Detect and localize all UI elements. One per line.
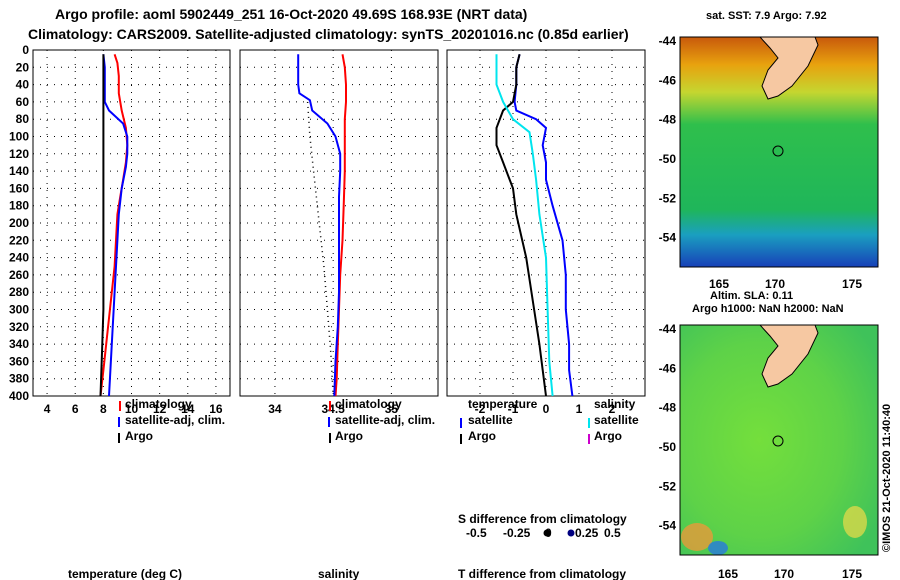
series-argo xyxy=(99,54,105,397)
figure-title-line1: Argo profile: aoml 5902449_251 16-Oct-20… xyxy=(55,6,528,22)
x-tick-label: 6 xyxy=(72,402,79,416)
sla-map-title: Altim. SLA: 0.11 xyxy=(710,290,794,302)
x-tick-label: 14 xyxy=(181,402,195,416)
x-tick-label: -1 xyxy=(508,402,519,416)
series-satellite-adj-clim- xyxy=(297,54,342,397)
depth-tick-label: 240 xyxy=(9,251,29,265)
x-tick-label: 4 xyxy=(44,402,51,416)
depth-tick-label: 380 xyxy=(9,372,29,386)
depth-tick-label: 260 xyxy=(9,268,29,282)
depth-tick-label: 340 xyxy=(9,337,29,351)
series-s-satellite xyxy=(495,54,554,397)
series-t-satellite xyxy=(513,54,574,397)
x-tick-label: 12 xyxy=(153,402,167,416)
depth-tick-label: 120 xyxy=(9,147,29,161)
depth-tick-label: 280 xyxy=(9,285,29,299)
depth-tick-label: 160 xyxy=(9,181,29,195)
x-tick-label: 2 xyxy=(609,402,616,416)
depth-tick-label: 180 xyxy=(9,199,29,213)
depth-tick-label: 0 xyxy=(22,43,29,57)
sst-map-title: sat. SST: 7.9 Argo: 7.92 xyxy=(706,10,827,22)
x-tick-label: 1 xyxy=(576,402,583,416)
depth-tick-label: 100 xyxy=(9,130,29,144)
series-t-argo xyxy=(495,54,547,397)
x-tick-label: 8 xyxy=(100,402,107,416)
x-tick-label: 10 xyxy=(125,402,139,416)
depth-tick-label: 400 xyxy=(9,389,29,403)
x-tick-label: 0 xyxy=(543,402,550,416)
depth-tick-label: 320 xyxy=(9,320,29,334)
depth-tick-label: 140 xyxy=(9,164,29,178)
sla-map-subtitle: Argo h1000: NaN h2000: NaN xyxy=(692,303,844,315)
depth-tick-label: 220 xyxy=(9,233,29,247)
x-tick-label: 35 xyxy=(385,402,399,416)
depth-tick-label: 60 xyxy=(16,95,30,109)
difference-xlabel: T difference from climatology xyxy=(458,567,626,580)
depth-tick-label: 200 xyxy=(9,216,29,230)
x-tick-label: -2 xyxy=(475,402,486,416)
series-satellite-adj-clim- xyxy=(102,54,129,397)
depth-tick-label: 40 xyxy=(16,78,30,92)
depth-tick-label: 80 xyxy=(16,112,30,126)
depth-tick-label: 360 xyxy=(9,354,29,368)
x-tick-label: 34.5 xyxy=(321,402,345,416)
x-tick-label: 34 xyxy=(268,402,282,416)
salinity-xlabel: salinity xyxy=(318,567,360,580)
depth-tick-label: 300 xyxy=(9,303,29,317)
temperature-xlabel: temperature (deg C) xyxy=(68,567,182,580)
x-tick-label: 16 xyxy=(209,402,223,416)
figure-title-line2: Climatology: CARS2009. Satellite-adjuste… xyxy=(28,26,629,42)
depth-tick-label: 20 xyxy=(16,60,30,74)
